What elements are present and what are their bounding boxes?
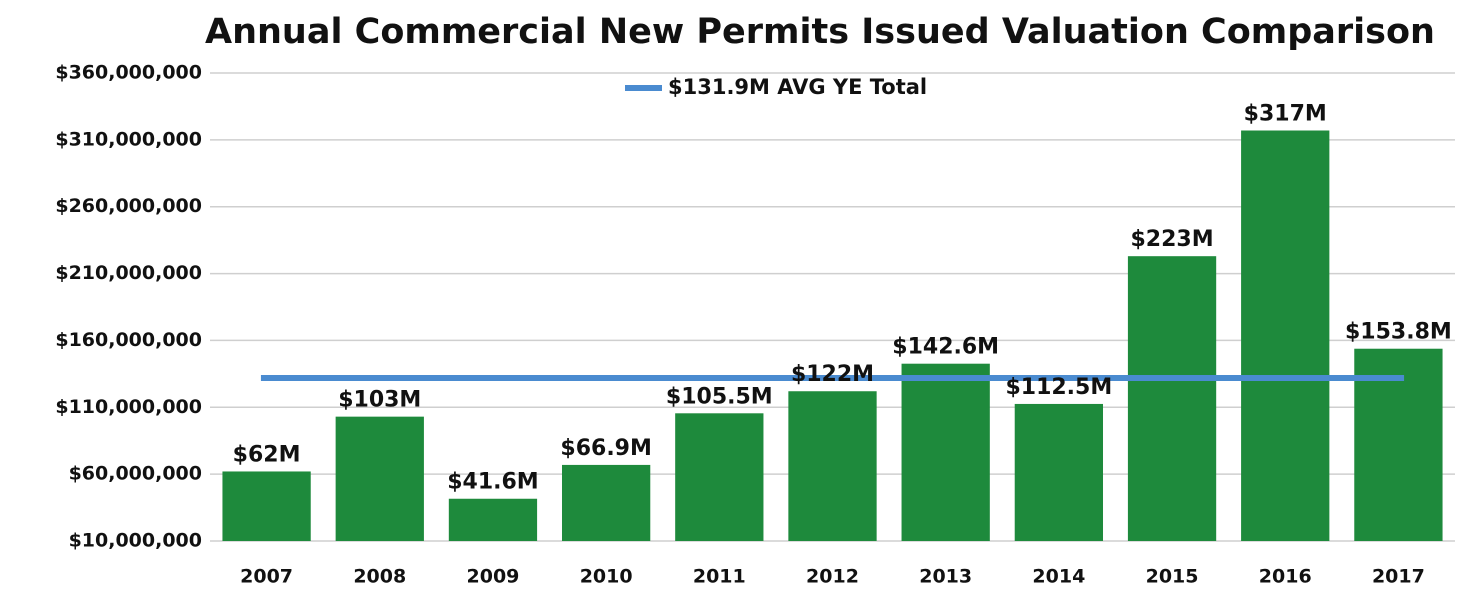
data-label: $66.9M	[560, 436, 651, 461]
bar	[788, 391, 877, 541]
bar	[1014, 403, 1104, 541]
bar	[901, 363, 990, 541]
y-tick-label: $10,000,000	[69, 530, 202, 552]
x-tick-label: 2011	[693, 566, 746, 588]
bar	[1241, 130, 1330, 542]
y-tick-label: $210,000,000	[55, 262, 202, 284]
y-tick-label: $110,000,000	[55, 396, 202, 418]
data-label: $223M	[1130, 227, 1213, 252]
bar	[561, 464, 651, 541]
x-tick-label: 2007	[240, 566, 293, 588]
x-tick-label: 2010	[580, 566, 633, 588]
bar	[448, 498, 538, 541]
data-label: $62M	[233, 442, 301, 467]
y-tick-label: $60,000,000	[69, 463, 202, 485]
data-label: $317M	[1244, 101, 1327, 126]
data-label: $112.5M	[1005, 375, 1112, 400]
x-tick-label: 2009	[467, 566, 520, 588]
x-tick-label: 2015	[1146, 566, 1199, 588]
x-tick-label: 2012	[806, 566, 859, 588]
y-tick-label: $360,000,000	[55, 62, 202, 84]
data-label: $153.8M	[1345, 320, 1452, 345]
y-tick-label: $310,000,000	[55, 128, 202, 150]
chart-title: Annual Commercial New Permits Issued Val…	[205, 12, 1435, 52]
x-tick-label: 2013	[919, 566, 972, 588]
data-label: $105.5M	[666, 384, 773, 409]
x-tick-label: 2014	[1032, 566, 1085, 588]
data-label: $122M	[791, 362, 874, 387]
x-tick-label: 2016	[1259, 566, 1312, 588]
x-tick-label: 2008	[353, 566, 406, 588]
y-tick-label: $160,000,000	[55, 329, 202, 351]
y-tick-label: $260,000,000	[55, 195, 202, 217]
bar	[1127, 256, 1217, 541]
x-tick-label: 2017	[1372, 566, 1425, 588]
bar	[222, 471, 311, 541]
legend-label: $131.9M AVG YE Total	[668, 75, 927, 99]
bar	[335, 416, 424, 541]
data-label: $142.6M	[892, 335, 999, 360]
data-label: $41.6M	[447, 470, 538, 495]
bar	[675, 413, 764, 541]
data-label: $103M	[338, 388, 421, 413]
